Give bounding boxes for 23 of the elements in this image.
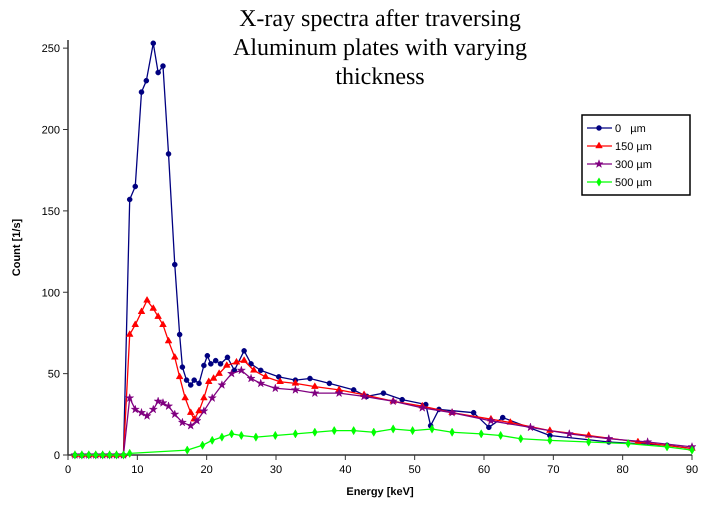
y-tick-label: 100 (42, 287, 60, 300)
x-tick-label: 70 (547, 464, 560, 476)
x-tick-label: 50 (408, 464, 421, 476)
legend-label: 0 µm (615, 123, 646, 135)
y-tick-label: 150 (42, 206, 60, 218)
x-tick-label: 60 (478, 464, 490, 476)
y-tick-label: 200 (42, 124, 60, 137)
x-tick-label: 20 (200, 464, 213, 476)
x-axis-title: Energy [keV] (346, 486, 414, 498)
legend-label: 500 µm (615, 177, 652, 189)
y-tick-label: 50 (48, 368, 60, 381)
y-tick-label: 250 (42, 43, 60, 56)
x-tick-label: 10 (131, 464, 144, 476)
y-axis-title: Count [1/s] (11, 218, 23, 276)
x-tick-label: 80 (616, 464, 629, 476)
x-tick-label: 90 (686, 464, 698, 476)
legend-label: 300 µm (615, 159, 652, 171)
legend-label: 150 µm (615, 141, 652, 153)
y-tick-label: 0 (54, 450, 60, 462)
x-tick-label: 30 (270, 464, 282, 476)
x-tick-label: 0 (64, 464, 72, 476)
x-tick-label: 40 (339, 464, 352, 476)
chart-title: X-ray spectra after traversing Aluminum plates with varying thickness (233, 6, 527, 90)
